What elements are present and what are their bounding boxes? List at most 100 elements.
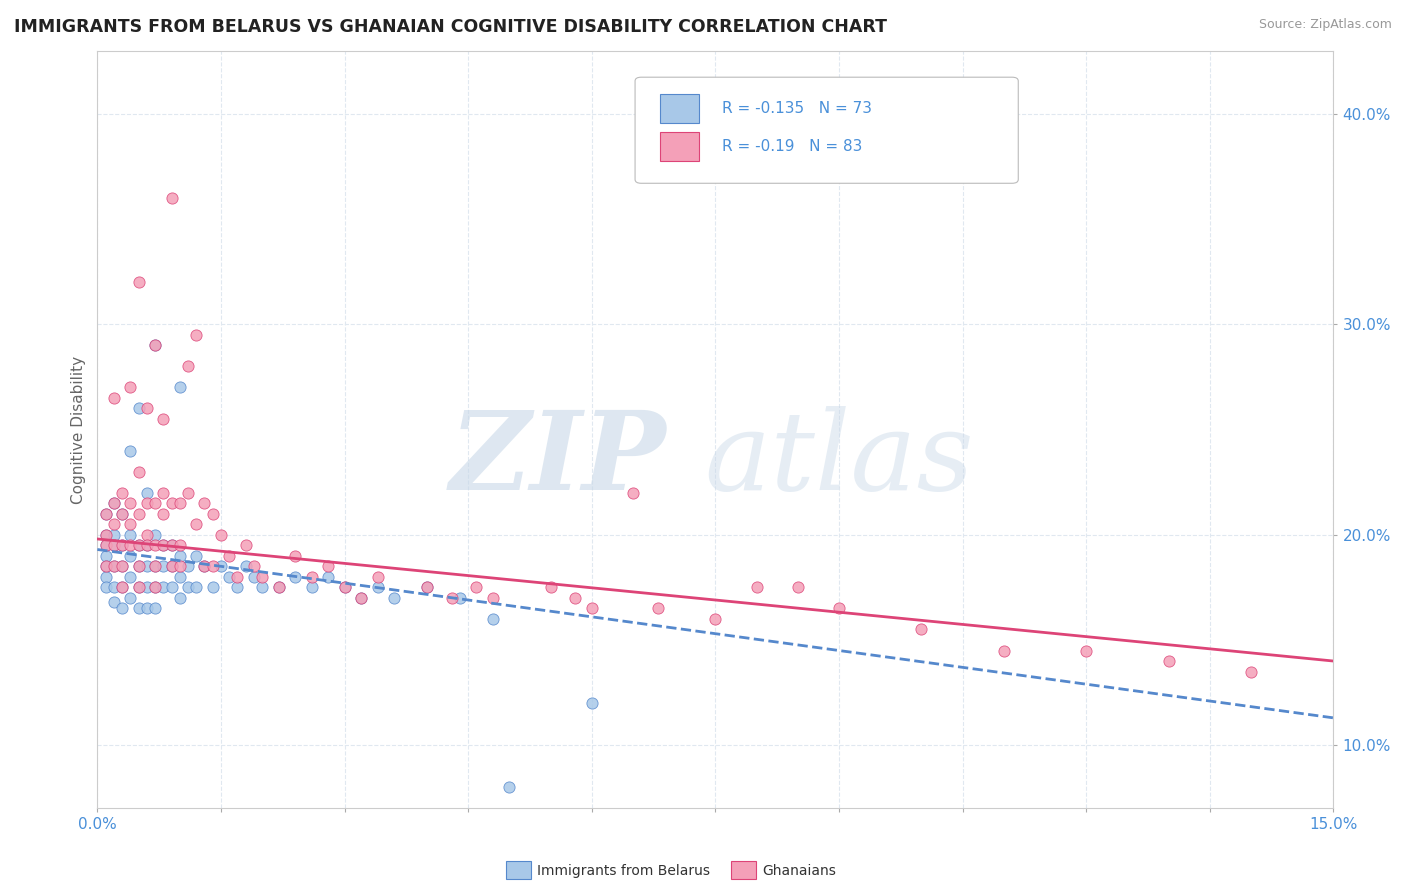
Point	[267, 580, 290, 594]
Point	[316, 559, 339, 574]
Point	[284, 570, 307, 584]
Point	[1240, 665, 1263, 679]
Point	[143, 338, 166, 352]
Point	[135, 528, 157, 542]
Point	[152, 412, 174, 426]
Point	[169, 549, 191, 563]
Point	[103, 559, 125, 574]
Point	[993, 643, 1015, 657]
Point	[186, 327, 208, 342]
Point	[350, 591, 373, 605]
Point	[94, 538, 117, 552]
Point	[103, 528, 125, 542]
Point	[128, 401, 150, 416]
Point	[152, 580, 174, 594]
Point	[120, 517, 142, 532]
Point	[581, 696, 603, 710]
Point	[143, 580, 166, 594]
Point	[120, 538, 142, 552]
Point	[143, 601, 166, 615]
Point	[416, 580, 439, 594]
Point	[828, 601, 851, 615]
Point	[111, 580, 134, 594]
Point	[128, 580, 150, 594]
Point	[160, 559, 183, 574]
Point	[111, 601, 134, 615]
Text: atlas: atlas	[704, 406, 974, 514]
Point	[135, 401, 157, 416]
Point	[482, 612, 505, 626]
Point	[94, 528, 117, 542]
Point	[350, 591, 373, 605]
Point	[111, 485, 134, 500]
Point	[1076, 643, 1098, 657]
Point	[177, 359, 200, 374]
Point	[135, 538, 157, 552]
Point	[143, 559, 166, 574]
Point	[103, 538, 125, 552]
Point	[621, 485, 644, 500]
Point	[120, 380, 142, 394]
Point	[647, 601, 669, 615]
Point	[135, 485, 157, 500]
Text: R = -0.19   N = 83: R = -0.19 N = 83	[721, 138, 862, 153]
Point	[94, 507, 117, 521]
Point	[745, 580, 768, 594]
Point	[218, 549, 240, 563]
Point	[94, 559, 117, 574]
Point	[128, 580, 150, 594]
Point	[169, 538, 191, 552]
Point	[367, 570, 389, 584]
Point	[103, 496, 125, 510]
Point	[152, 538, 174, 552]
Point	[316, 570, 339, 584]
FancyBboxPatch shape	[636, 78, 1018, 183]
Point	[135, 496, 157, 510]
Point	[382, 591, 405, 605]
Point	[120, 496, 142, 510]
Point	[201, 580, 224, 594]
Bar	[659, 94, 699, 123]
Point	[152, 538, 174, 552]
Point	[143, 538, 166, 552]
Point	[193, 496, 215, 510]
Point	[143, 580, 166, 594]
Point	[128, 559, 150, 574]
Point	[128, 507, 150, 521]
Point	[218, 570, 240, 584]
Text: Source: ZipAtlas.com: Source: ZipAtlas.com	[1258, 18, 1392, 31]
Point	[235, 559, 257, 574]
Point	[186, 517, 208, 532]
Point	[135, 601, 157, 615]
Point	[120, 443, 142, 458]
Point	[564, 591, 586, 605]
Point	[169, 380, 191, 394]
Point	[235, 538, 257, 552]
Point	[111, 559, 134, 574]
Text: IMMIGRANTS FROM BELARUS VS GHANAIAN COGNITIVE DISABILITY CORRELATION CHART: IMMIGRANTS FROM BELARUS VS GHANAIAN COGN…	[14, 18, 887, 36]
Point	[250, 580, 273, 594]
Point	[120, 549, 142, 563]
Point	[209, 559, 232, 574]
Point	[128, 275, 150, 289]
Point	[120, 591, 142, 605]
Point	[160, 580, 183, 594]
Point	[367, 580, 389, 594]
Point	[193, 559, 215, 574]
Point	[160, 191, 183, 205]
Point	[103, 538, 125, 552]
Point	[301, 570, 323, 584]
Point	[333, 580, 356, 594]
Point	[169, 559, 191, 574]
Point	[465, 580, 488, 594]
Point	[120, 570, 142, 584]
Point	[152, 559, 174, 574]
Point	[177, 580, 200, 594]
Point	[111, 559, 134, 574]
Point	[111, 538, 134, 552]
Point	[160, 496, 183, 510]
Point	[209, 528, 232, 542]
Point	[498, 780, 520, 795]
Point	[169, 570, 191, 584]
Point	[94, 549, 117, 563]
